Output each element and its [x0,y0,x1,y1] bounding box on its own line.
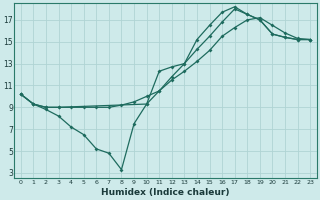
X-axis label: Humidex (Indice chaleur): Humidex (Indice chaleur) [101,188,230,197]
